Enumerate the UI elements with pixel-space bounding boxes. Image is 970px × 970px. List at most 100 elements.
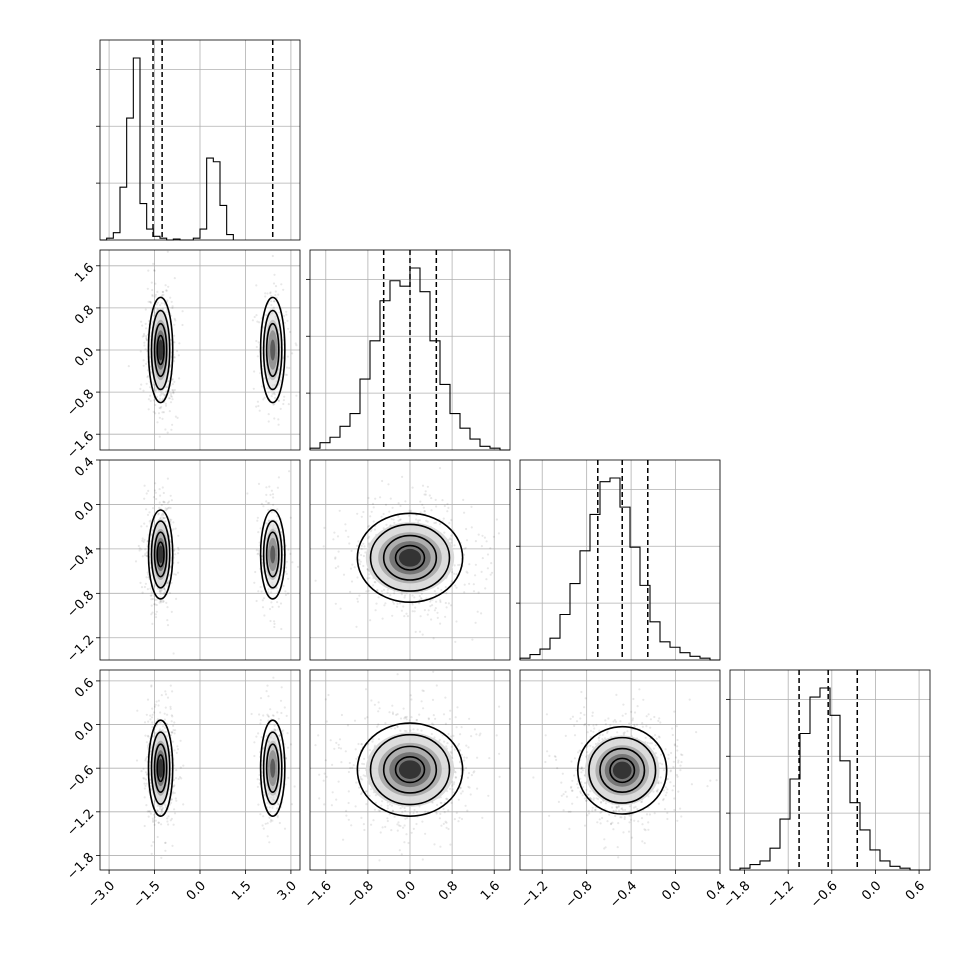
scatter-point [673, 743, 676, 746]
scatter-point [153, 603, 156, 606]
scatter-point [169, 684, 172, 687]
scatter-point [259, 697, 263, 700]
scatter-point [398, 602, 401, 605]
scatter-point [674, 756, 678, 759]
scatter-point [166, 696, 170, 699]
scatter-point [256, 516, 259, 519]
scatter-point [166, 507, 170, 510]
scatter-point [471, 638, 474, 641]
scatter-point [659, 762, 662, 765]
scatter-point [415, 719, 419, 722]
scatter-point [585, 799, 588, 802]
scatter-point [141, 539, 144, 542]
scatter-point [677, 761, 680, 764]
scatter-point [276, 515, 279, 518]
scatter-point [641, 722, 644, 725]
scatter-point [323, 526, 326, 530]
scatter-point [580, 771, 583, 774]
scatter-point [164, 303, 167, 306]
scatter-point [150, 743, 153, 746]
scatter-point [431, 604, 434, 607]
scatter-point [347, 770, 350, 774]
scatter-point [174, 573, 177, 576]
scatter-point [676, 775, 679, 778]
scatter-point [256, 519, 259, 522]
scatter-point [146, 287, 149, 290]
scatter-point [454, 640, 457, 644]
scatter-point [355, 781, 358, 784]
scatter-point [591, 809, 594, 812]
scatter-point [143, 522, 146, 525]
scatter-point [350, 580, 354, 583]
scatter-point [402, 707, 405, 710]
scatter-point [168, 506, 171, 509]
scatter-point [695, 731, 698, 734]
scatter-point [389, 497, 392, 500]
scatter-panel-2-3 [519, 669, 721, 871]
scatter-point [264, 822, 267, 825]
scatter-point [439, 622, 442, 625]
scatter-point [153, 584, 156, 588]
scatter-point [365, 590, 368, 593]
scatter-point [163, 588, 166, 591]
scatter-point [274, 290, 277, 293]
scatter-point [359, 775, 362, 779]
x-tick-label: 0.8 [436, 878, 461, 903]
scatter-point [324, 759, 327, 762]
scatter-point [170, 499, 173, 502]
scatter-point [162, 513, 165, 517]
scatter-point [147, 735, 150, 738]
scatter-point [163, 591, 166, 594]
scatter-point [405, 718, 408, 721]
scatter-point [621, 714, 624, 717]
scatter-point [169, 296, 172, 299]
scatter-point [149, 812, 152, 815]
scatter-point [473, 770, 476, 773]
scatter-point [154, 491, 157, 494]
scatter-point [459, 749, 462, 752]
scatter-point [680, 760, 683, 764]
scatter-point [169, 394, 173, 397]
scatter-point [160, 856, 163, 860]
scatter-point [403, 717, 406, 720]
scatter-point [455, 811, 458, 815]
scatter-point [151, 707, 154, 710]
scatter-point [359, 777, 363, 780]
x-tick-label: −1.2 [764, 878, 797, 911]
scatter-point [612, 720, 615, 723]
scatter-point [431, 801, 434, 804]
scatter-point [614, 809, 618, 812]
scatter-point [383, 604, 386, 607]
scatter-point [589, 735, 592, 739]
scatter-point [171, 383, 174, 386]
scatter-point [439, 801, 442, 805]
scatter-point [283, 321, 286, 324]
scatter-point [146, 376, 149, 379]
scatter-point [276, 601, 279, 604]
scatter-point [255, 314, 258, 317]
scatter-point [368, 794, 371, 797]
scatter-point [285, 757, 288, 760]
scatter-point [445, 821, 448, 824]
scatter-point [163, 588, 166, 591]
scatter-point [265, 493, 268, 496]
scatter-point [161, 290, 165, 293]
contour-line [576, 725, 668, 815]
scatter-point [159, 599, 162, 603]
scatter-point [154, 412, 157, 415]
scatter-point [160, 810, 163, 813]
scatter-point [556, 767, 559, 770]
scatter-point [269, 291, 272, 294]
scatter-point [623, 817, 626, 821]
contour-line [265, 322, 280, 378]
scatter-point [267, 420, 270, 423]
scatter-point [391, 506, 394, 509]
scatter-point [449, 537, 452, 540]
scatter-point [396, 713, 399, 716]
scatter-point [659, 753, 663, 756]
scatter-point [579, 790, 582, 793]
scatter-point [158, 590, 161, 593]
scatter-point [162, 491, 165, 495]
scatter-point [418, 602, 421, 605]
scatter-point [172, 652, 175, 655]
